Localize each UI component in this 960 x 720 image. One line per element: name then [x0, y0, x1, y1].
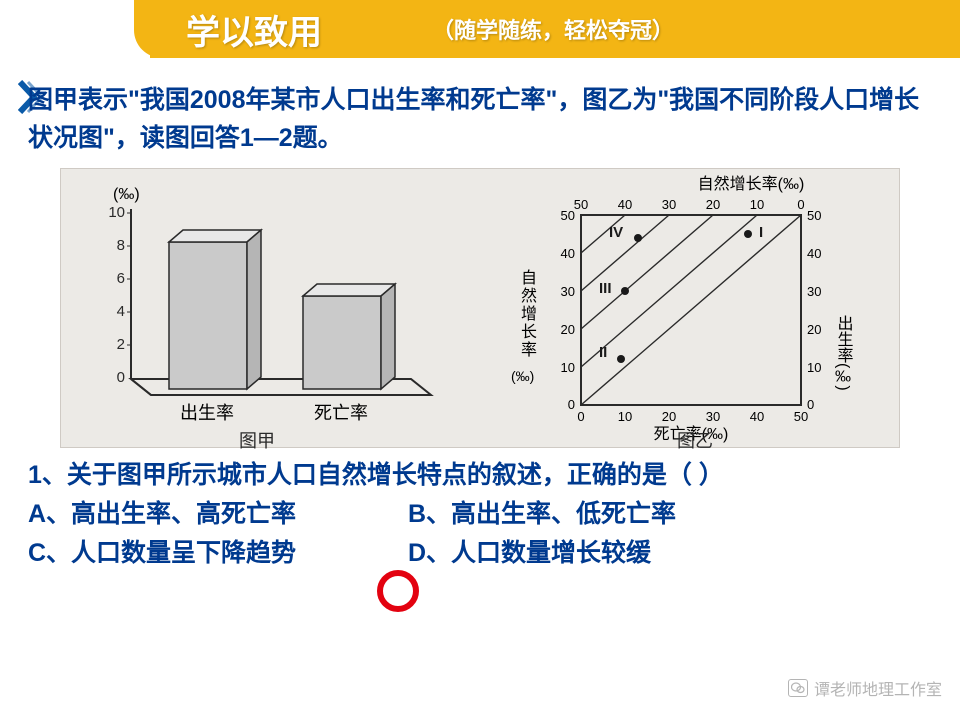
svg-text:30: 30 — [706, 409, 720, 424]
svg-text:40: 40 — [750, 409, 764, 424]
svg-text:0: 0 — [577, 409, 584, 424]
svg-text:20: 20 — [561, 322, 575, 337]
svg-text:20: 20 — [807, 322, 821, 337]
question-stem: 1、关于图甲所示城市人口自然增长特点的叙述，正确的是（ ） — [28, 456, 930, 495]
svg-text:III: III — [599, 280, 612, 297]
answer-circle — [377, 570, 419, 612]
left-axis-label: 自然增长率 — [521, 269, 537, 359]
points: I II III IV — [599, 224, 763, 363]
figure-yi: 自然增长率(‰) 504030 20100 504030 20100 出生率(‰… — [491, 175, 881, 443]
cat-death-rate: 死亡率 — [314, 403, 368, 423]
figure-jia-caption: 图甲 — [239, 427, 275, 453]
svg-text:50: 50 — [561, 208, 575, 223]
left-axis-unit: (‰) — [511, 368, 534, 384]
svg-text:50: 50 — [574, 197, 588, 212]
svg-text:10: 10 — [561, 360, 575, 375]
figure-yi-svg: 自然增长率(‰) 504030 20100 504030 20100 出生率(‰… — [491, 175, 881, 443]
svg-text:40: 40 — [618, 197, 632, 212]
svg-text:40: 40 — [807, 246, 821, 261]
svg-text:0: 0 — [797, 197, 804, 212]
svg-text:50: 50 — [807, 208, 821, 223]
header-subtitle: （随学随练，轻松夺冠） — [432, 13, 674, 45]
figure-area: (‰) 10 8 6 4 2 0 — [60, 168, 900, 448]
bar-birth-rate — [169, 230, 261, 389]
svg-text:4: 4 — [117, 303, 125, 320]
svg-text:0: 0 — [117, 369, 125, 386]
option-c: C、人口数量呈下降趋势 — [28, 534, 408, 573]
bar-death-rate — [303, 284, 395, 389]
figure-jia: (‰) 10 8 6 4 2 0 — [79, 179, 439, 439]
svg-text:20: 20 — [706, 197, 720, 212]
svg-text:40: 40 — [561, 246, 575, 261]
svg-text:10: 10 — [807, 360, 821, 375]
svg-text:50: 50 — [794, 409, 808, 424]
option-a: A、高出生率、高死亡率 — [28, 495, 408, 534]
intro-text: 图甲表示"我国2008年某市人口出生率和死亡率"，图乙为"我国不同阶段人口增长状… — [28, 82, 930, 157]
option-d: D、人口数量增长较缓 — [408, 534, 651, 573]
svg-text:I: I — [759, 224, 763, 241]
svg-text:8: 8 — [117, 237, 125, 254]
svg-text:0: 0 — [568, 397, 575, 412]
svg-text:10: 10 — [108, 204, 125, 221]
option-b: B、高出生率、低死亡率 — [408, 495, 676, 534]
svg-text:6: 6 — [117, 270, 125, 287]
watermark: 谭老师地理工作室 — [788, 676, 942, 700]
svg-text:20: 20 — [662, 409, 676, 424]
figure-jia-svg: (‰) 10 8 6 4 2 0 — [79, 179, 439, 439]
header-bar: 学以致用 （随学随练，轻松夺冠） — [150, 0, 960, 58]
svg-text:30: 30 — [807, 284, 821, 299]
figure-yi-caption: 图乙 — [677, 427, 713, 453]
header-title: 学以致用 — [186, 5, 322, 54]
right-axis-label: 出生率(‰) — [835, 315, 854, 391]
question-block: 1、关于图甲所示城市人口自然增长特点的叙述，正确的是（ ） A、高出生率、高死亡… — [28, 456, 930, 572]
svg-text:10: 10 — [750, 197, 764, 212]
svg-text:30: 30 — [561, 284, 575, 299]
svg-text:2: 2 — [117, 336, 125, 353]
svg-text:IV: IV — [609, 224, 623, 241]
svg-text:10: 10 — [618, 409, 632, 424]
top-axis-label: 自然增长率(‰) — [698, 175, 805, 193]
cat-birth-rate: 出生率 — [180, 403, 234, 423]
watermark-text: 谭老师地理工作室 — [814, 676, 942, 700]
y-unit-label: (‰) — [113, 186, 140, 203]
svg-text:30: 30 — [662, 197, 676, 212]
svg-text:II: II — [599, 344, 607, 361]
wechat-icon — [788, 679, 808, 697]
